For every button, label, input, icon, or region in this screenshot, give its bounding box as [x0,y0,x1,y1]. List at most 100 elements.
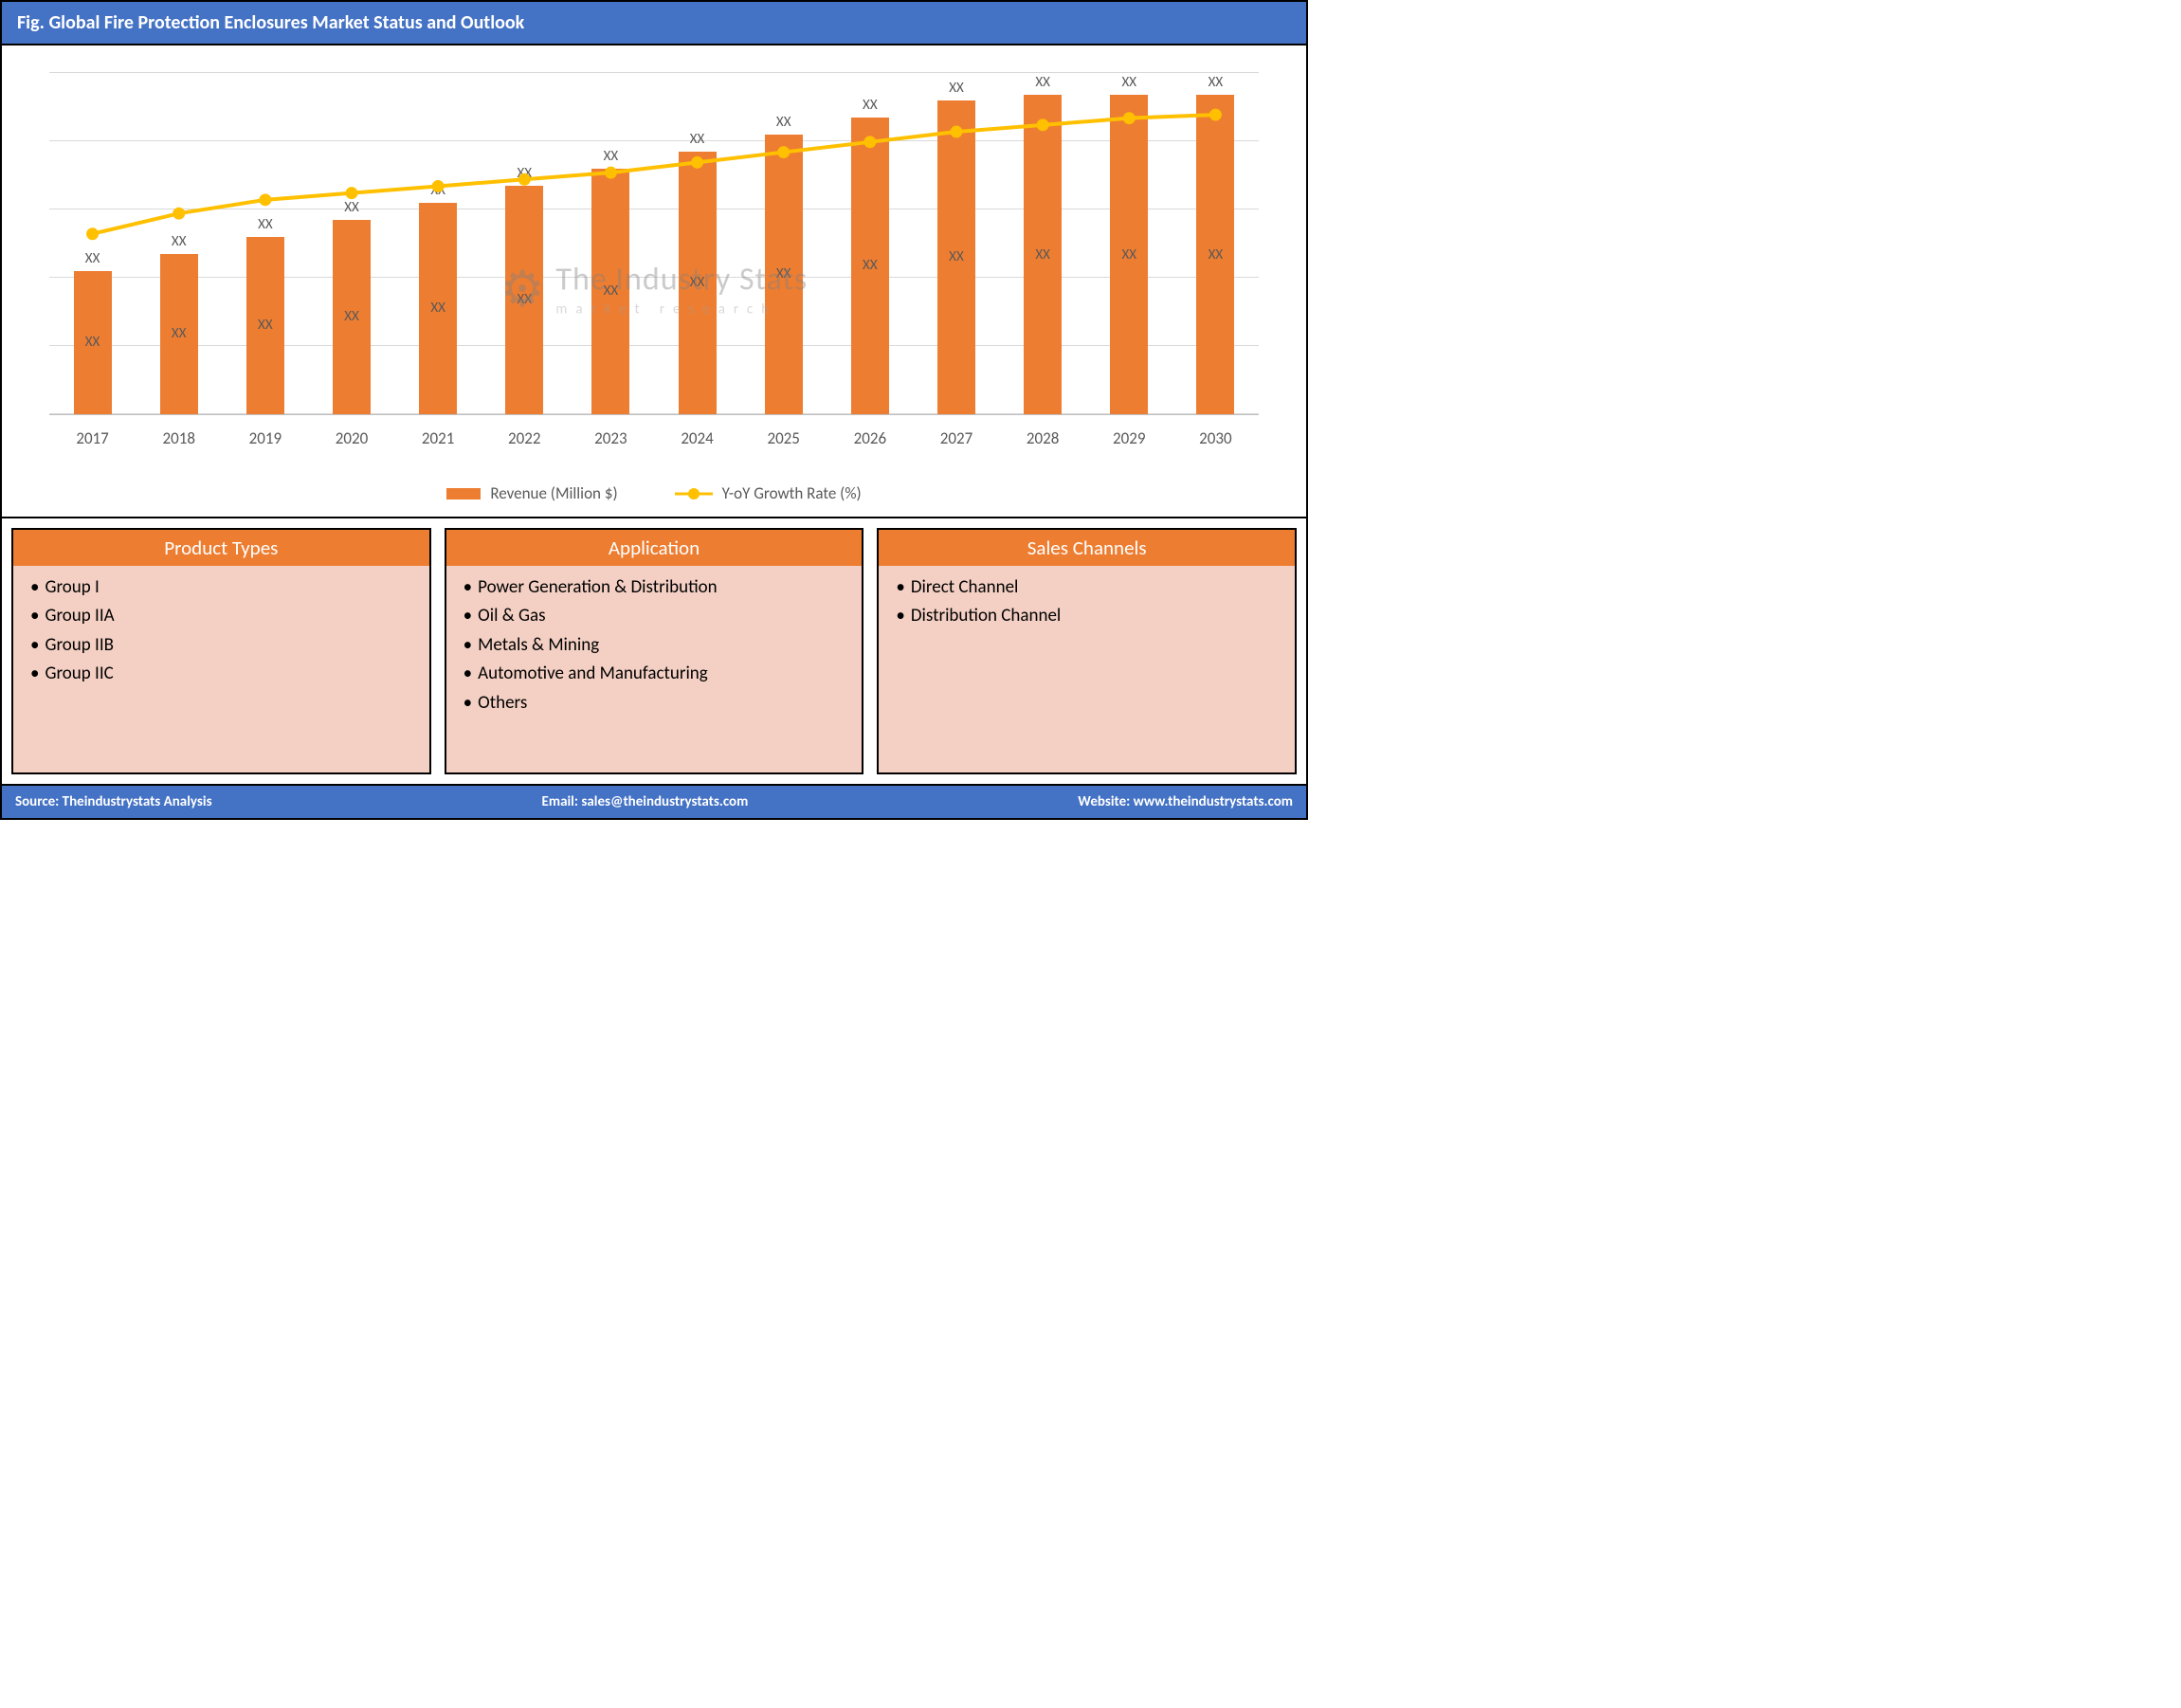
panel-body: Power Generation & DistributionOil & Gas… [446,566,863,725]
bar: XX [1110,95,1148,414]
bar-inner-label: XX [1035,246,1050,263]
bar: XX [679,152,717,414]
bar-top-label: XX [949,80,964,97]
bar-inner-label: XX [344,308,359,325]
panel-body: Direct ChannelDistribution Channel [879,566,1295,639]
bar-inner-label: XX [863,257,878,274]
bar-slot: XXXX [136,74,222,414]
panel-item: Oil & Gas [463,602,845,630]
x-axis-label: 2022 [482,428,568,448]
legend-label-revenue: Revenue (Million $) [490,483,617,503]
bar: XX [505,186,543,414]
panel-item: Others [463,689,845,718]
bar-inner-label: XX [85,334,100,351]
x-axis-label: 2019 [222,428,308,448]
panel-item: Distribution Channel [896,602,1278,630]
footer-source: Source: Theindustrystats Analysis [15,793,212,810]
bar-top-label: XX [430,182,445,199]
category-panels: Product TypesGroup IGroup IIAGroup IIBGr… [2,518,1306,784]
x-axis-label: 2017 [49,428,136,448]
x-axis-label: 2021 [395,428,482,448]
category-panel: Sales ChannelsDirect ChannelDistribution… [877,528,1297,774]
bar: XX [333,220,371,414]
panel-item: Power Generation & Distribution [463,573,845,602]
chart-area: XX XX XX XX XX XX XX XX XX XX XX XX XX XX XX XX XX XX XX XX… [21,64,1287,472]
x-axis-label: 2020 [308,428,394,448]
x-axis-label: 2023 [568,428,654,448]
panel-item: Direct Channel [896,573,1278,602]
bar-slot: XX XX [913,74,999,414]
figure-container: Fig. Global Fire Protection Enclosures M… [0,0,1308,820]
legend: Revenue (Million $) Y-oY Growth Rate (%) [21,472,1287,507]
legend-item-revenue: Revenue (Million $) [446,483,617,503]
figure-title: Fig. Global Fire Protection Enclosures M… [17,11,524,34]
legend-item-growth: Y-oY Growth Rate (%) [675,483,862,503]
panel-item: Metals & Mining [463,631,845,660]
bar-slot: XXXX [827,74,913,414]
bar: XX [1196,95,1234,414]
panel-body: Group IGroup IIAGroup IIBGroup IIC [13,566,429,697]
bar-top-label: XX [1209,74,1224,91]
bar-slot: XXXX [395,74,482,414]
bar-top-label: XX [604,148,619,165]
bar: XX [937,100,975,414]
bar-inner-label: XX [776,265,791,282]
panel-header: Application [446,530,863,566]
bar: XX [74,271,112,414]
category-panel: Product TypesGroup IGroup IIAGroup IIBGr… [11,528,431,774]
category-panel: ApplicationPower Generation & Distributi… [445,528,864,774]
bar-slot: XXXX [1000,74,1086,414]
bar-inner-label: XX [517,291,532,308]
x-axis-label: 2026 [827,428,913,448]
bar-inner-label: XX [172,325,187,342]
footer-email: Email: sales@theindustrystats.com [542,793,749,810]
legend-swatch-line [675,487,713,500]
bar-inner-label: XX [1209,246,1224,263]
panel-item: Automotive and Manufacturing [463,660,845,688]
legend-swatch-bar [446,488,481,500]
bar-inner-label: XX [258,317,273,334]
bar-slot: XX XX [222,74,308,414]
bar: XX [591,169,629,414]
bar: XX [246,237,284,414]
x-axis-label: 2024 [654,428,740,448]
bar-top-label: XX [776,114,791,131]
bars-container: XX XX XX XX XX XX XX XX XX XX XX XX XX XX XX XX XX XX XX XX… [49,74,1259,414]
panel-header: Sales Channels [879,530,1295,566]
bar-slot: XX XX [740,74,827,414]
bar-top-label: XX [517,165,532,182]
bar-slot: XX XX [308,74,394,414]
x-axis-label: 2029 [1086,428,1172,448]
legend-label-growth: Y-oY Growth Rate (%) [722,483,862,503]
bar-top-label: XX [690,131,705,148]
gridline [49,72,1259,73]
bar-top-label: XX [258,216,273,233]
bar: XX [765,135,803,414]
bar-slot: XX XX [1086,74,1172,414]
panel-header: Product Types [13,530,429,566]
bar-inner-label: XX [949,248,964,265]
bar-inner-label: XX [604,282,619,300]
bar-top-label: XX [1121,74,1136,91]
bar: XX [851,118,889,414]
legend-marker [688,488,700,500]
panel-item: Group IIA [30,602,412,630]
footer-website: Website: www.theindustrystats.com [1078,793,1293,810]
x-axis-label: 2018 [136,428,222,448]
figure-title-bar: Fig. Global Fire Protection Enclosures M… [2,2,1306,45]
bar-slot: XX XX [1172,74,1259,414]
panel-item: Group IIB [30,631,412,660]
x-axis-label: 2027 [913,428,999,448]
bar-top-label: XX [344,199,359,216]
x-axis-labels: 2017201820192020202120222023202420252026… [49,428,1259,448]
footer-bar: Source: Theindustrystats Analysis Email:… [2,784,1306,818]
bar-slot: XX XX [49,74,136,414]
plot-region: XX XX XX XX XX XX XX XX XX XX XX XX XX XX XX XX XX XX XX XX… [49,74,1259,415]
bar-inner-label: XX [1121,246,1136,263]
bar-top-label: XX [85,250,100,267]
bar-slot: XX XX [482,74,568,414]
x-axis-label: 2025 [740,428,827,448]
bar-slot: XX XX [568,74,654,414]
chart-panel: XX XX XX XX XX XX XX XX XX XX XX XX XX XX XX XX XX XX XX XX… [2,45,1306,518]
panel-item: Group IIC [30,660,412,688]
